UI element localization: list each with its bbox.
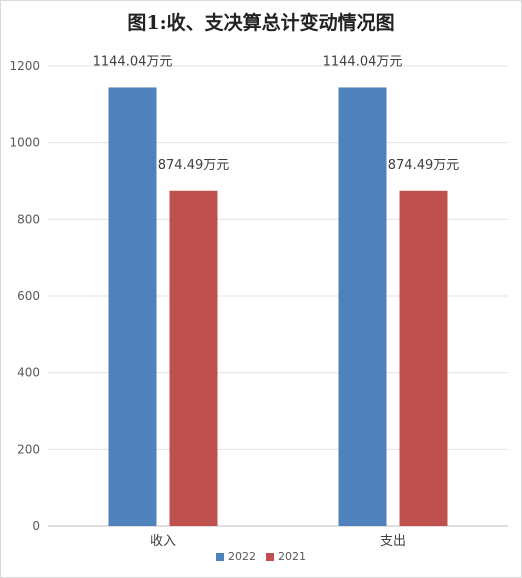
y-tick-label: 800 [17,212,40,226]
bar-2022 [338,87,387,527]
legend-swatch-2022 [216,552,224,561]
legend-item-2021: 2021 [266,550,306,563]
chart-legend: 2022 2021 [0,550,522,563]
y-tick-label: 200 [17,442,40,456]
legend-label-2022: 2022 [228,550,256,563]
y-tick-label: 0 [32,519,40,533]
data-label: 1144.04万元 [323,54,403,69]
x-category-label: 支出 [380,534,406,549]
y-tick-label: 1200 [9,59,40,73]
y-tick-label: 600 [17,289,40,303]
data-label: 874.49万元 [388,158,460,173]
chart-title: 图1:收、支决算总计变动情况图 [127,12,395,34]
bar-2021 [169,190,218,526]
legend-label-2021: 2021 [278,550,306,563]
bar-2021 [399,190,448,526]
data-label: 874.49万元 [158,158,230,173]
legend-item-2022: 2022 [216,550,256,563]
y-tick-label: 1000 [9,136,40,150]
bar-2022 [108,87,157,527]
legend-swatch-2021 [266,552,274,561]
x-category-label: 收入 [150,534,176,549]
data-label: 1144.04万元 [93,54,173,69]
y-tick-label: 400 [17,366,40,380]
